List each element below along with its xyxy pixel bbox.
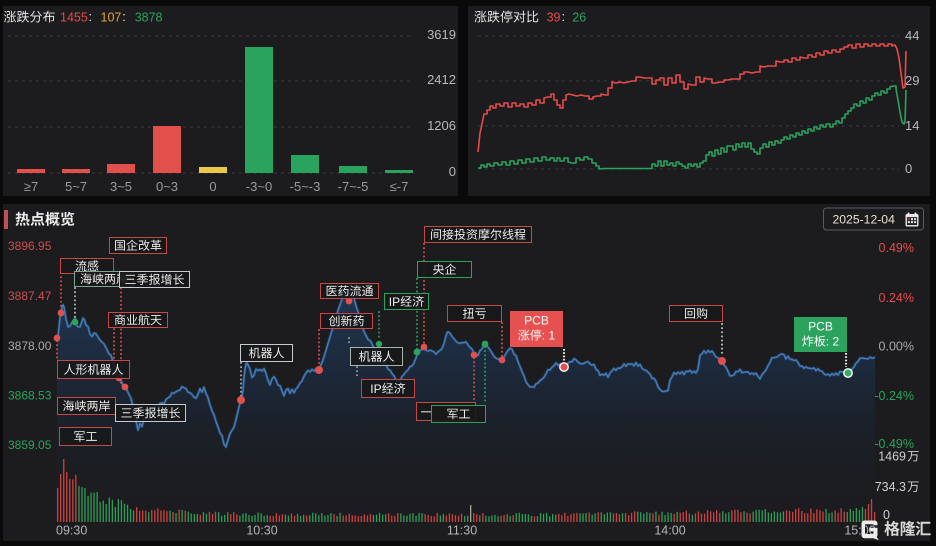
svg-text:3619: 3619	[427, 27, 456, 42]
svg-text:3~5: 3~5	[110, 179, 132, 194]
svg-text:107: 107	[101, 11, 122, 25]
svg-text:0~3: 0~3	[156, 179, 178, 194]
svg-text:29: 29	[905, 73, 919, 88]
svg-text:3859.05: 3859.05	[8, 438, 52, 452]
svg-text:1469: 1469	[878, 450, 906, 464]
svg-text:-5~-3: -5~-3	[290, 179, 321, 194]
svg-text:10:30: 10:30	[246, 524, 277, 538]
svg-text:39: 39	[547, 11, 561, 25]
svg-text:0.00%: 0.00%	[879, 340, 914, 354]
svg-text:-0.24%: -0.24%	[874, 389, 914, 403]
svg-text:≤-7: ≤-7	[390, 179, 409, 194]
svg-text:3896.95: 3896.95	[8, 239, 52, 253]
svg-text::: :	[562, 10, 565, 24]
svg-text:5~7: 5~7	[65, 179, 87, 194]
svg-text:-0.49%: -0.49%	[874, 437, 914, 451]
svg-text::: :	[122, 10, 125, 24]
svg-text:-3~0: -3~0	[246, 179, 272, 194]
svg-text:26: 26	[572, 11, 586, 25]
svg-text:0.24%: 0.24%	[879, 291, 914, 305]
svg-text:PCB: PCB	[808, 320, 833, 334]
svg-text:: 2: : 2	[826, 335, 840, 349]
svg-text:IP: IP	[389, 295, 400, 309]
svg-text:1455: 1455	[60, 11, 88, 25]
svg-text:≥7: ≥7	[24, 179, 38, 194]
svg-text:14:00: 14:00	[654, 524, 685, 538]
svg-text:734.3: 734.3	[875, 480, 906, 494]
svg-text:-7~-5: -7~-5	[338, 179, 369, 194]
svg-text:: 1: : 1	[542, 329, 556, 343]
svg-text:0: 0	[449, 164, 456, 179]
svg-text:2412: 2412	[427, 72, 456, 87]
svg-text::: :	[89, 10, 92, 24]
svg-text:14: 14	[905, 118, 919, 133]
svg-text:3868.53: 3868.53	[8, 389, 52, 403]
svg-text:3878.00: 3878.00	[8, 339, 52, 353]
svg-text:0: 0	[905, 161, 912, 176]
svg-text:0.49%: 0.49%	[879, 241, 914, 255]
svg-text:0: 0	[209, 179, 216, 194]
svg-text:3878: 3878	[135, 11, 163, 25]
svg-text:IP: IP	[370, 382, 381, 396]
svg-text:2025-12-04: 2025-12-04	[833, 213, 896, 227]
svg-text:PCB: PCB	[524, 314, 549, 328]
svg-text:09:30: 09:30	[56, 524, 87, 538]
svg-text:1206: 1206	[427, 118, 456, 133]
svg-text:3887.47: 3887.47	[8, 289, 52, 303]
svg-text:0: 0	[883, 508, 890, 522]
svg-text:11:30: 11:30	[447, 524, 477, 538]
svg-text:44: 44	[905, 28, 919, 43]
